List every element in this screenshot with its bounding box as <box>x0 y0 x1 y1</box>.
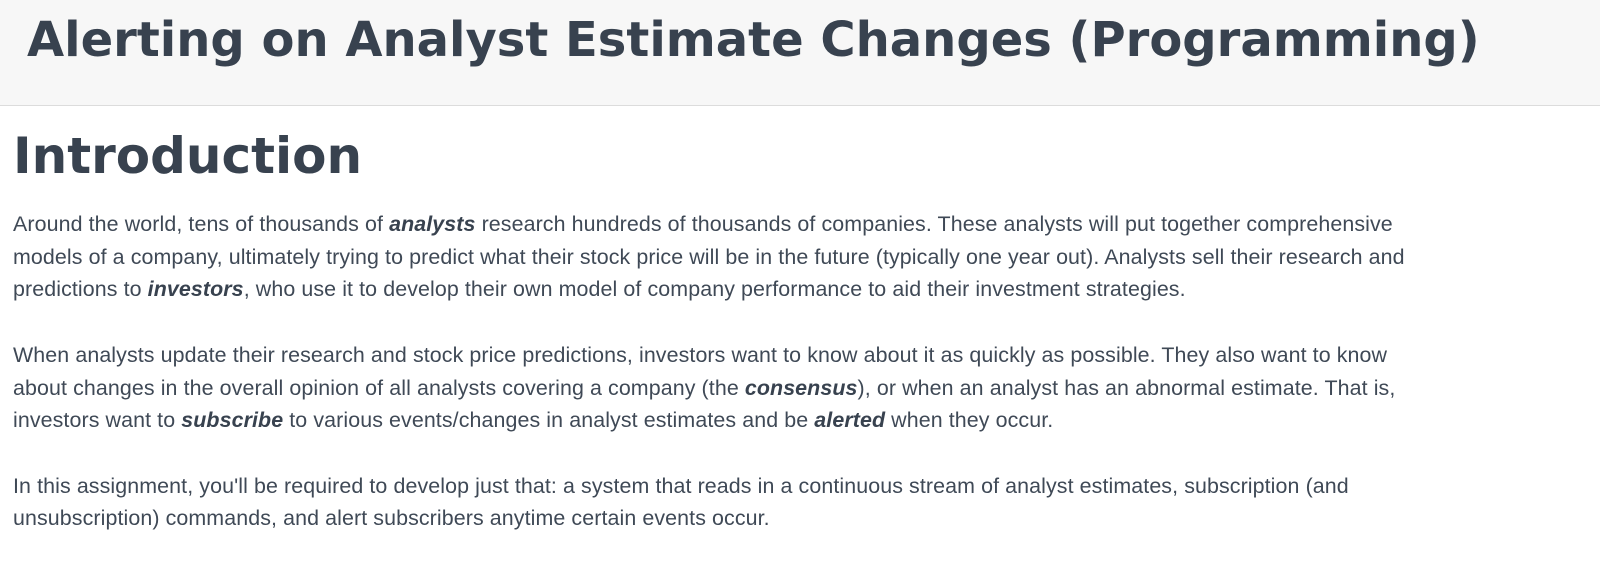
paragraph-line: unsubscription) commands, and alert subs… <box>13 506 770 531</box>
paragraph-line: In this assignment, you'll be required t… <box>13 473 1349 498</box>
emphasis-subscribe: subscribe <box>181 408 284 433</box>
page-title: Alerting on Analyst Estimate Changes (Pr… <box>27 12 1480 68</box>
section-heading: Introduction <box>13 127 363 185</box>
emphasis-consensus: consensus <box>744 375 858 400</box>
paragraph-assignment: In this assignment, you'll be required t… <box>13 470 1600 535</box>
paragraph-updates: When analysts update their research and … <box>13 339 1600 437</box>
paragraph-line: models of a company, ultimately trying t… <box>13 244 1405 269</box>
paragraph-line: about changes in the overall opinion of … <box>13 375 1396 400</box>
document-body: Introduction Around the world, tens of t… <box>0 106 1600 535</box>
paragraph-line: predictions to investors, who use it to … <box>13 277 1186 302</box>
paragraph-line: When analysts update their research and … <box>13 342 1388 367</box>
paragraph-intro: Around the world, tens of thousands of a… <box>13 208 1600 306</box>
emphasis-alerted: alerted <box>814 408 886 433</box>
paragraph-line: Around the world, tens of thousands of a… <box>13 212 1393 236</box>
page-header: Alerting on Analyst Estimate Changes (Pr… <box>0 0 1600 106</box>
emphasis-analysts: analysts <box>389 212 476 236</box>
paragraph-line: investors want to subscribe to various e… <box>13 408 1054 433</box>
emphasis-investors: investors <box>147 277 244 302</box>
